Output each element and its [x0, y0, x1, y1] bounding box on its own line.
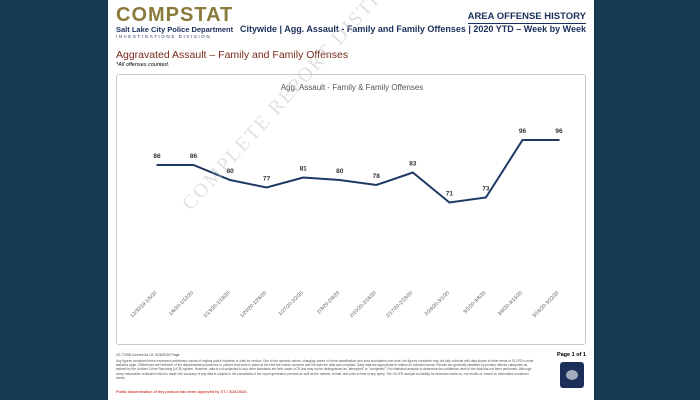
chart-frame: Agg. Assault - Family & Family Offenses …: [116, 74, 586, 345]
report-subtitle: Citywide | Agg. Assault - Family and Fam…: [240, 24, 586, 34]
logo-division: INVESTIGATIONS DIVISION: [116, 34, 212, 39]
x-tick-label: 1/27/20-2/2/20: [278, 290, 305, 317]
footer-distribution: Public dissemination of this product has…: [116, 389, 248, 394]
data-point: [265, 186, 268, 189]
x-tick-label: 3/9/20-3/15/20: [497, 290, 524, 317]
data-point: [338, 179, 341, 181]
x-tick-label: 2/24/20-3/1/20: [424, 290, 451, 317]
report-title: AREA OFFENSE HISTORY: [467, 11, 586, 24]
data-label: 77: [263, 176, 271, 183]
x-tick-label: 1/13/20-1/19/20: [202, 290, 231, 319]
data-label: 81: [300, 166, 308, 173]
data-point: [485, 196, 487, 199]
page-number: Page 1 of 1: [556, 352, 586, 358]
section-note: *All offenses counted.: [116, 62, 170, 68]
x-tick-label: 2/10/20-2/16/20: [349, 290, 378, 319]
data-label: 96: [555, 128, 563, 135]
x-tick-label: 3/16/20-3/22/20: [531, 290, 560, 319]
data-point: [412, 171, 414, 174]
data-label: 71: [446, 191, 454, 198]
data-label: 86: [190, 153, 198, 160]
data-label: 96: [519, 128, 527, 135]
x-tick-label: 1/6/20-1/12/20: [168, 290, 195, 317]
chart-title: Agg. Assault - Family & Family Offenses: [281, 83, 424, 92]
data-point: [558, 139, 560, 141]
section-title: Aggravated Assault – Family and Family O…: [116, 49, 349, 61]
data-label: 80: [226, 168, 234, 175]
footer-meta: 20-77098 Current As Of: 3/28/2020 Page: [116, 353, 180, 357]
data-label: 86: [153, 153, 161, 160]
data-label: 73: [482, 186, 490, 193]
data-point: [448, 201, 451, 204]
data-point: [192, 164, 195, 166]
line-chart: Agg. Assault - Family & Family Offenses …: [129, 83, 563, 319]
police-seal: [560, 362, 584, 388]
data-label: 78: [373, 173, 381, 180]
data-point: [521, 139, 524, 141]
x-tick-label: 2/3/20-2/9/20: [316, 290, 341, 315]
data-label: 83: [409, 161, 417, 168]
logo-department: Salt Lake City Police Department: [116, 25, 234, 34]
logo-wordmark: COMPSTAT: [116, 4, 234, 26]
x-tick-label: 2/17/20-2/23/20: [385, 290, 414, 319]
report-page: COMPSTAT Salt Lake City Police Departmen…: [108, 0, 594, 400]
data-point: [375, 184, 378, 186]
x-tick-label: 3/2/20-3/8/20: [462, 290, 487, 315]
compstat-logo: COMPSTAT Salt Lake City Police Departmen…: [116, 4, 236, 40]
x-tick-label: 1/20/20-1/26/20: [239, 290, 268, 319]
data-point: [302, 176, 304, 179]
data-point: [156, 164, 158, 166]
x-tick-label: 12/30/19-1/5/20: [129, 290, 158, 319]
series-line: [157, 139, 559, 204]
footer-disclaimer: Any figures contained herein represent p…: [116, 359, 534, 380]
data-point: [229, 179, 231, 181]
data-label: 80: [336, 168, 344, 175]
